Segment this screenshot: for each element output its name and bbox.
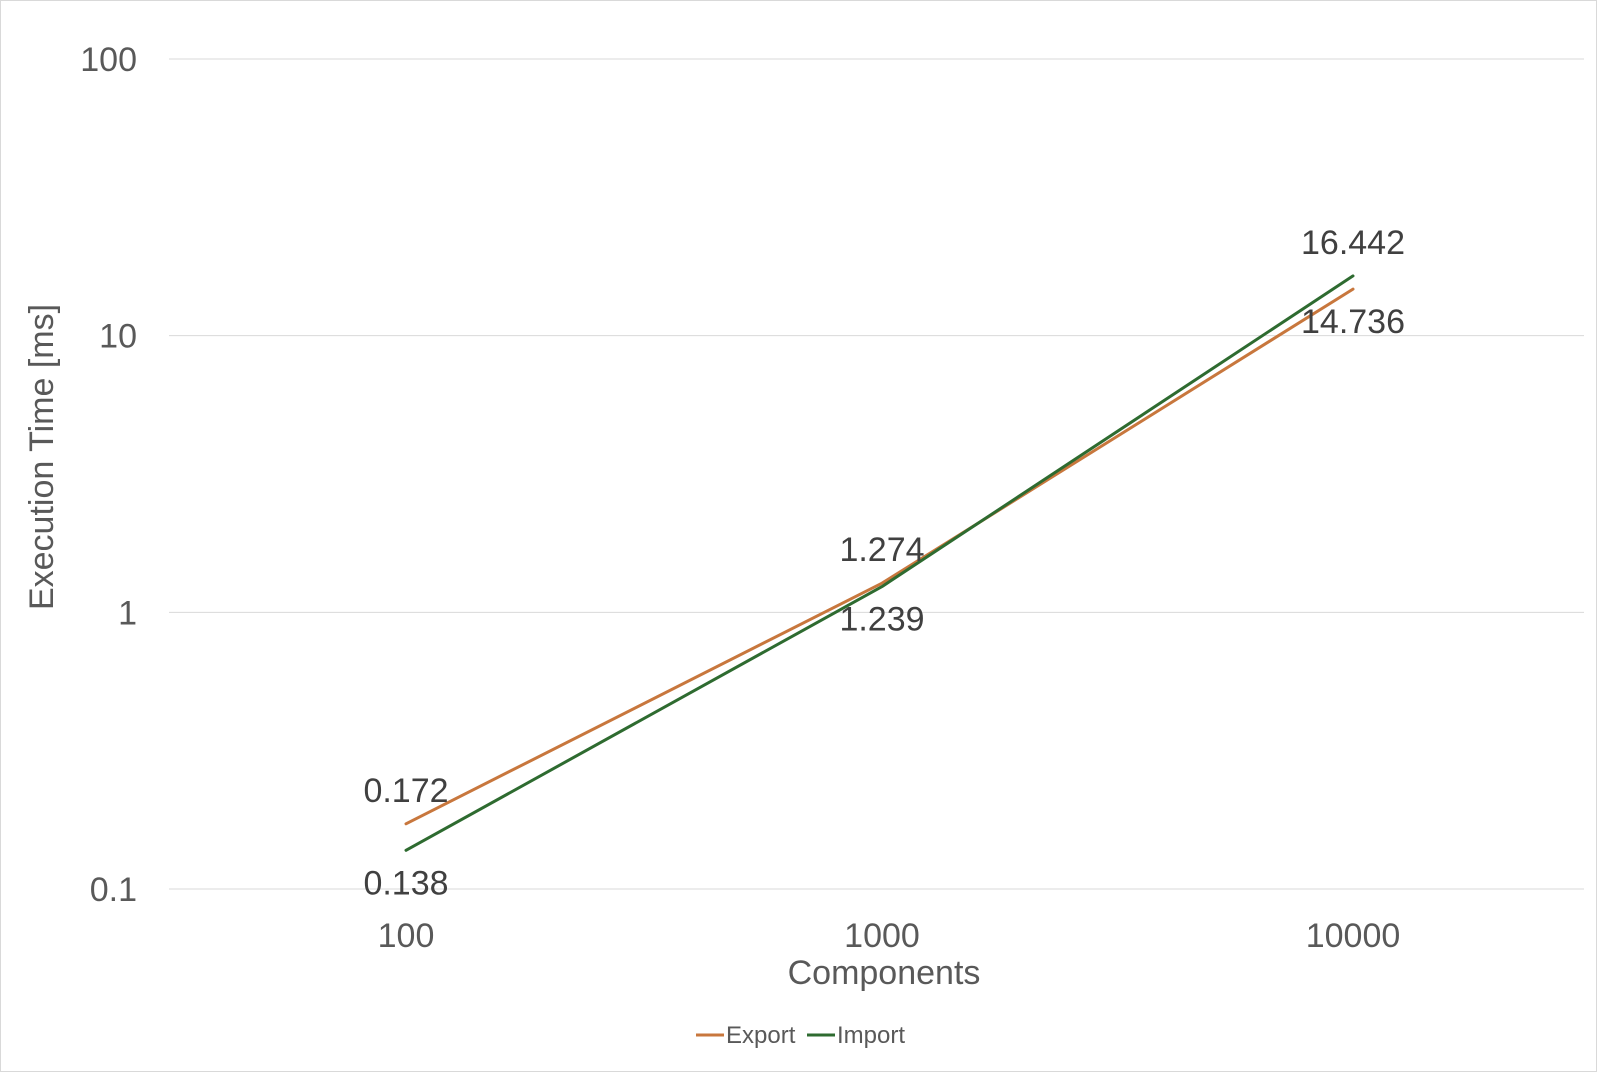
y-tick-label: 100	[80, 41, 137, 79]
data-label-export: 1.274	[839, 531, 924, 569]
data-label-import: 1.239	[839, 601, 924, 639]
series-lines	[404, 274, 1355, 852]
series-line-import	[404, 274, 1355, 852]
data-label-import: 16.442	[1301, 224, 1405, 262]
y-axis-title: Execution Time [ms]	[23, 304, 61, 610]
legend-label-export: Export	[726, 1022, 796, 1049]
y-tick-label: 1	[118, 594, 137, 632]
y-tick-label: 0.1	[90, 871, 137, 909]
legend: Export Import	[696, 1022, 905, 1049]
data-labels: 0.172 1.274 14.736 0.138 1.239 16.442	[363, 224, 1405, 902]
legend-label-import: Import	[837, 1022, 905, 1049]
x-axis-title: Components	[788, 954, 981, 992]
x-tick-label: 10000	[1306, 917, 1401, 955]
series-line-export	[404, 287, 1355, 826]
gridlines	[169, 58, 1584, 890]
data-label-export: 14.736	[1301, 303, 1405, 341]
x-tick-label: 1000	[844, 917, 920, 955]
data-label-import: 0.138	[363, 864, 448, 902]
x-axis-ticks: 100 1000 10000	[378, 917, 1401, 955]
y-tick-label: 10	[99, 318, 137, 356]
y-axis-ticks: 0.1 1 10 100	[80, 41, 137, 909]
x-tick-label: 100	[378, 917, 435, 955]
data-label-export: 0.172	[363, 772, 448, 810]
